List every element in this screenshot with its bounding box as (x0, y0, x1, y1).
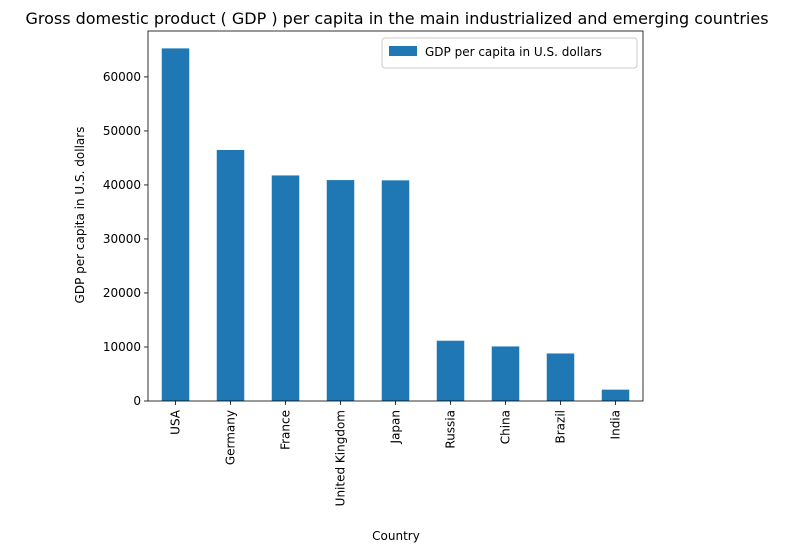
x-tick-label: Japan (389, 410, 403, 444)
x-tick-label: Brazil (554, 410, 568, 444)
bar-france (272, 175, 300, 401)
x-tick-label: Germany (224, 410, 238, 465)
bar-russia (437, 341, 465, 401)
bar-usa (162, 48, 190, 401)
x-tick-label: India (609, 410, 623, 439)
y-tick-label: 0 (133, 394, 141, 408)
x-tick-label: USA (169, 409, 183, 435)
bar-china (492, 346, 520, 401)
legend-swatch (389, 46, 417, 56)
chart-title: Gross domestic product ( GDP ) per capit… (25, 9, 768, 28)
legend-entry-label: GDP per capita in U.S. dollars (425, 45, 602, 59)
x-tick-label: France (279, 410, 293, 450)
x-axis-ticks: USA Germany France United Kingdom Japan Russi… (169, 401, 623, 506)
bars-group (162, 48, 630, 401)
legend: GDP per capita in U.S. dollars (382, 38, 637, 68)
y-tick-label: 30000 (103, 232, 141, 246)
y-axis-ticks: 0 10000 20000 30000 40000 50000 60000 (103, 70, 148, 408)
bar-india (602, 390, 630, 401)
x-tick-label: United Kingdom (334, 410, 348, 506)
bar-united-kingdom (327, 180, 355, 401)
x-axis-label: Country (372, 529, 420, 543)
y-axis-label: GDP per capita in U.S. dollars (73, 127, 87, 304)
y-tick-label: 40000 (103, 178, 141, 192)
bar-brazil (547, 353, 575, 401)
y-tick-label: 60000 (103, 70, 141, 84)
y-tick-label: 50000 (103, 124, 141, 138)
bar-germany (217, 150, 245, 401)
y-tick-label: 10000 (103, 340, 141, 354)
x-tick-label: Russia (444, 410, 458, 449)
bar-japan (382, 180, 410, 401)
x-tick-label: China (499, 410, 513, 444)
y-tick-label: 20000 (103, 286, 141, 300)
